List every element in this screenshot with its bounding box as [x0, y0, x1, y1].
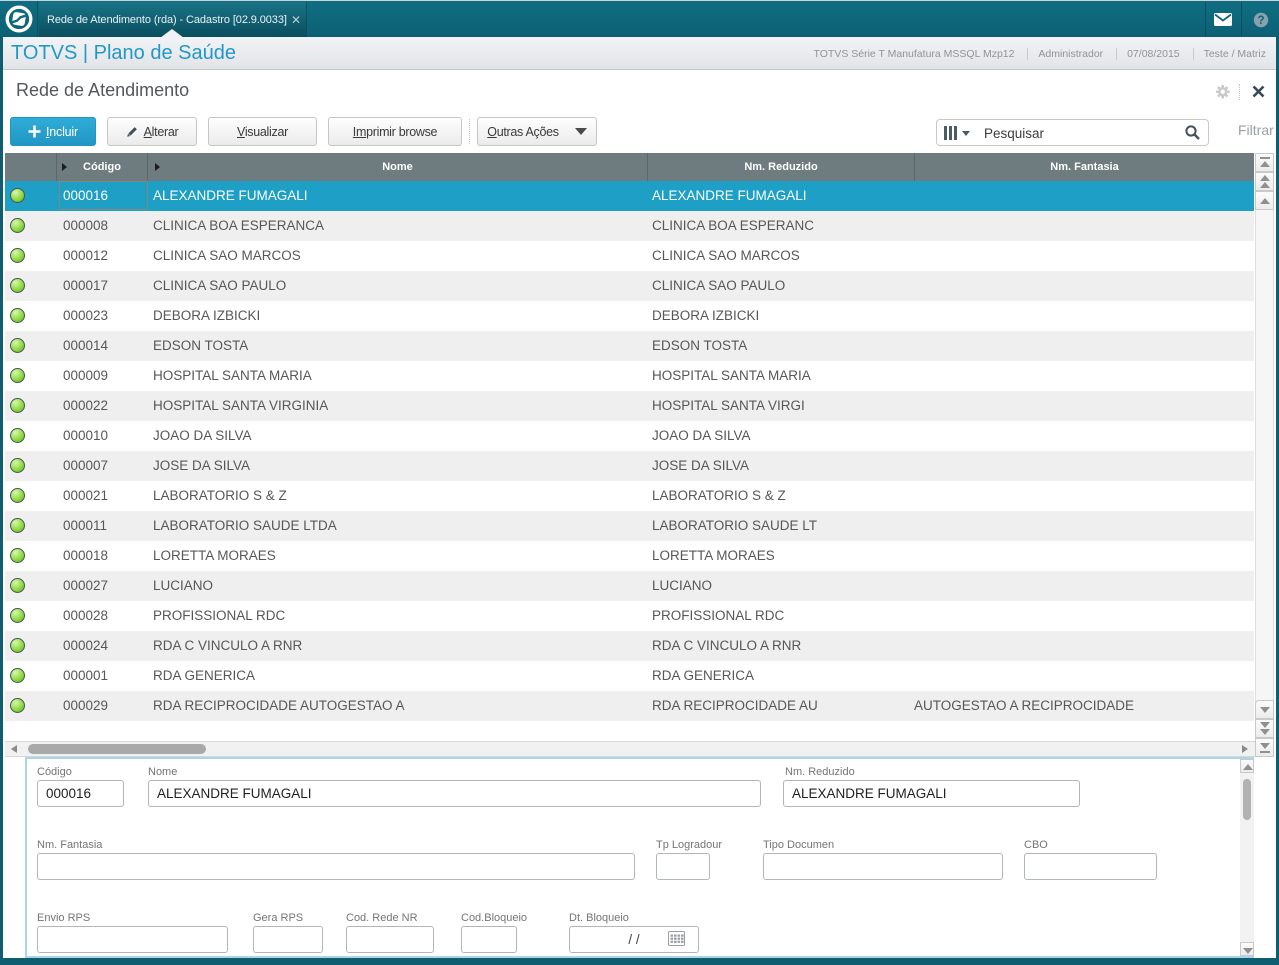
svg-text:?: ? [1257, 15, 1264, 27]
